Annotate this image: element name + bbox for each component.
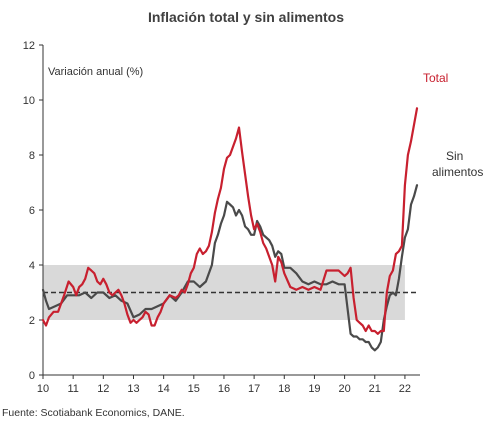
- x-tick-label: 18: [278, 383, 290, 395]
- x-tick-label: 20: [338, 383, 350, 395]
- x-tick-label: 22: [399, 383, 411, 395]
- y-axis-ticks: 0 2 4 6 8 10 12: [23, 40, 43, 382]
- y-tick-label: 12: [23, 40, 35, 52]
- x-tick-label: 10: [37, 383, 49, 395]
- x-tick-label: 19: [308, 383, 320, 395]
- legend-sin-alimentos-line1: Sin: [446, 149, 463, 163]
- y-axis-label: Variación anual (%): [48, 66, 143, 78]
- y-tick-label: 10: [23, 95, 35, 107]
- y-tick-label: 4: [29, 260, 35, 272]
- x-tick-label: 12: [97, 383, 109, 395]
- y-tick-label: 2: [29, 315, 35, 327]
- y-tick-label: 0: [29, 370, 35, 382]
- y-tick-label: 8: [29, 150, 35, 162]
- source-note: Fuente: Scotiabank Economics, DANE.: [2, 407, 185, 419]
- x-tick-label: 17: [248, 383, 260, 395]
- x-tick-label: 16: [218, 383, 230, 395]
- x-tick-label: 13: [127, 383, 139, 395]
- legend-sin-alimentos-line2: alimentos: [432, 165, 483, 179]
- x-tick-label: 14: [158, 383, 170, 395]
- legend-total: Total: [423, 71, 448, 85]
- x-axis-ticks: 10 11 12 13 14 15 16 17 18 19 20 21 22: [37, 375, 411, 395]
- chart-title: Inflación total y sin alimentos: [148, 9, 344, 25]
- series-line-total: [41, 107, 419, 335]
- y-tick-label: 6: [29, 205, 35, 217]
- x-tick-label: 11: [67, 383, 78, 395]
- series-layer: [41, 107, 419, 352]
- x-tick-label: 15: [188, 383, 200, 395]
- x-tick-label: 21: [369, 383, 381, 395]
